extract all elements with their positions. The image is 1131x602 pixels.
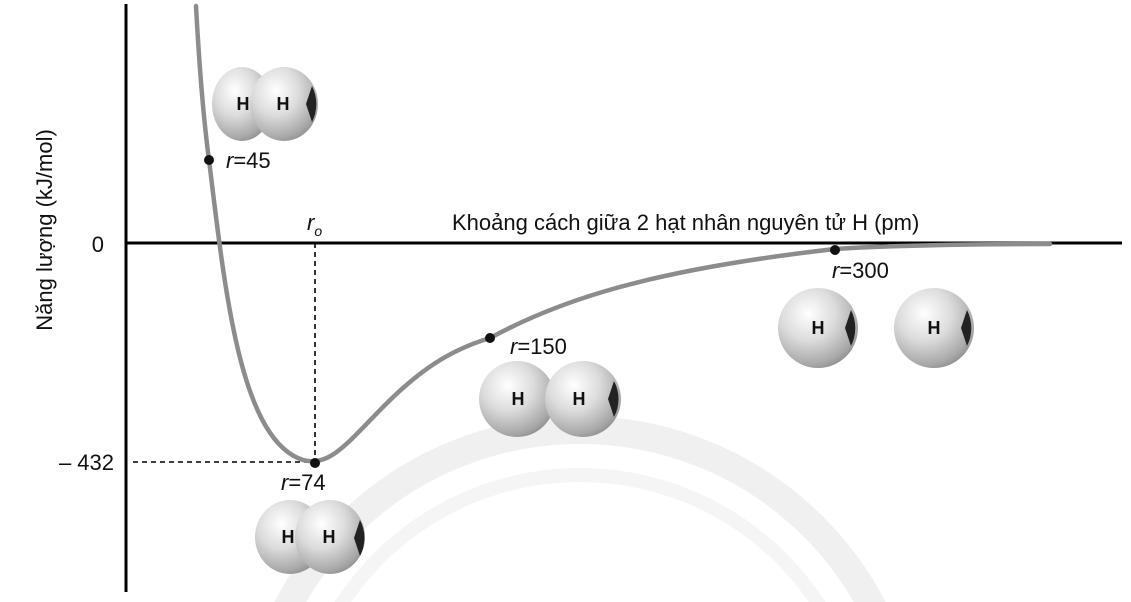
point-label-r74: r=74 bbox=[281, 470, 326, 495]
r0-label: ro bbox=[307, 210, 322, 239]
y-tick-zero: 0 bbox=[92, 232, 104, 257]
point-label-r45: r=45 bbox=[226, 148, 271, 173]
atom-h-label: H bbox=[237, 94, 250, 114]
point-label-r300: r=300 bbox=[832, 258, 889, 283]
molecule-r74: H H bbox=[255, 500, 365, 574]
atom-h-label: H bbox=[323, 527, 336, 547]
atom-h-label: H bbox=[573, 389, 586, 409]
y-tick-min: – 432 bbox=[59, 450, 114, 475]
atom-h-label: H bbox=[282, 527, 295, 547]
molecule-r300: H H bbox=[778, 288, 974, 368]
molecule-r150: H H bbox=[479, 361, 621, 437]
y-axis-label: Năng lượng (kJ/mol) bbox=[32, 129, 57, 331]
point-r74 bbox=[310, 458, 320, 468]
molecule-r45: H H bbox=[212, 67, 318, 141]
atom-h-label: H bbox=[277, 94, 290, 114]
atom-h-label: H bbox=[812, 318, 825, 338]
point-r300 bbox=[830, 245, 840, 255]
point-r45 bbox=[204, 155, 214, 165]
atom-h-label: H bbox=[512, 389, 525, 409]
x-axis-label: Khoảng cách giữa 2 hạt nhân nguyên tử H … bbox=[452, 210, 919, 235]
point-label-r150: r=150 bbox=[510, 334, 567, 359]
atom-h-label: H bbox=[928, 318, 941, 338]
point-r150 bbox=[485, 333, 495, 343]
